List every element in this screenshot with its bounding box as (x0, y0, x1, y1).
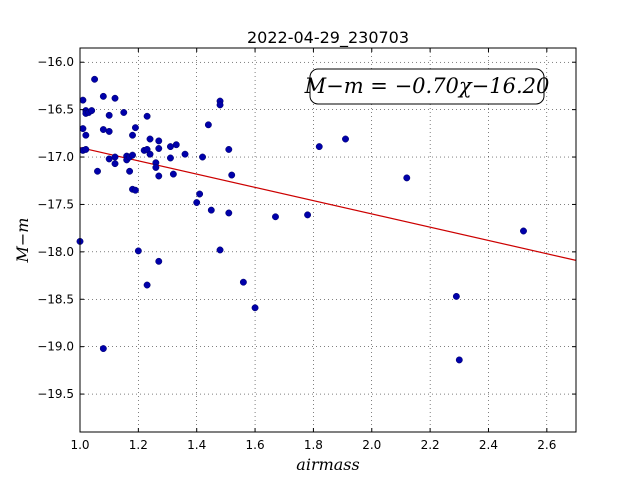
data-point (228, 171, 236, 179)
data-point (196, 190, 204, 198)
data-point (82, 131, 90, 139)
data-point (172, 141, 180, 149)
y-tick-label: −18.0 (37, 245, 74, 259)
data-point (129, 151, 136, 159)
data-point (166, 154, 174, 162)
data-point (216, 101, 224, 109)
data-point (99, 126, 107, 133)
data-point (111, 160, 119, 168)
y-tick-label: −17.5 (37, 197, 74, 211)
data-point (105, 111, 113, 119)
data-point (455, 356, 463, 364)
x-axis-label: airmass (296, 455, 359, 474)
x-tick-label: 1.6 (246, 438, 265, 452)
data-point (146, 135, 154, 143)
data-point (225, 209, 233, 217)
fit-line (79, 146, 577, 261)
data-point (155, 137, 163, 145)
data-point (111, 94, 119, 102)
data-point (82, 146, 90, 153)
data-point (79, 125, 87, 133)
fit-equation-box (309, 68, 545, 105)
data-point (166, 143, 174, 151)
x-tick-label: 2.4 (479, 438, 498, 452)
data-point (272, 213, 279, 221)
data-point (181, 150, 189, 158)
data-point (146, 150, 154, 158)
data-point (169, 170, 177, 178)
data-point (452, 292, 460, 300)
data-point (105, 155, 113, 163)
x-tick-label: 2.6 (537, 438, 556, 452)
data-point (79, 96, 87, 104)
x-tick-label: 2.2 (421, 438, 440, 452)
y-tick-labels: −16.0 −16.5 −17.0 −17.5 −18.0 −18.5 −19.0 −19.5 (37, 55, 74, 401)
plot-area (80, 48, 576, 432)
data-point (143, 112, 151, 120)
y-tick-label: −19.5 (37, 387, 74, 401)
data-point (155, 257, 163, 265)
data-point (239, 278, 247, 286)
data-point (155, 172, 163, 180)
x-tick-label: 1.4 (187, 438, 206, 452)
x-tick-label: 1.8 (304, 438, 323, 452)
x-tick-label: 1.2 (129, 438, 148, 452)
fit-equation: M−m = −0.70χ−16.20 (304, 74, 550, 98)
chart-title: 2022-04-29_230703 (247, 28, 409, 48)
data-point (88, 107, 96, 115)
data-point (216, 246, 224, 254)
x-tick-label: 1.0 (70, 438, 89, 452)
y-tick-label: −17.0 (37, 150, 74, 164)
plot-frame (79, 47, 577, 433)
data-point (155, 145, 163, 152)
data-point (204, 121, 212, 129)
y-tick-label: −16.5 (37, 103, 74, 117)
data-point (131, 124, 139, 132)
data-point (207, 206, 215, 214)
data-point (225, 146, 233, 153)
data-point (193, 199, 201, 206)
data-point (94, 167, 101, 175)
data-point (105, 127, 113, 135)
data-point (315, 143, 323, 151)
data-point (134, 247, 142, 255)
data-point (99, 92, 107, 100)
y-tick-label: −18.5 (37, 292, 74, 306)
data-point (126, 167, 134, 175)
data-point (143, 281, 151, 289)
data-point (111, 153, 119, 161)
y-tick-label: −16.0 (37, 55, 74, 69)
data-point (304, 211, 312, 219)
y-tick-label: −19.0 (37, 340, 74, 354)
data-point (152, 164, 160, 171)
data-point (520, 227, 527, 235)
data-point (199, 153, 206, 161)
x-tick-label: 2.0 (362, 438, 381, 452)
data-point (131, 186, 139, 194)
data-point (129, 131, 136, 139)
data-point (251, 304, 259, 312)
data-point (403, 174, 411, 182)
x-tick-labels: 1.0 1.2 1.4 1.6 1.8 2.0 2.2 2.4 2.6 (70, 438, 556, 452)
data-point (99, 345, 107, 353)
fit-line-group (79, 146, 577, 261)
data-point (342, 135, 349, 143)
data-point (120, 109, 128, 116)
data-points (76, 75, 527, 364)
y-axis-label: M−m (13, 218, 32, 264)
axis-ticks (79, 48, 576, 432)
data-point (91, 75, 99, 83)
